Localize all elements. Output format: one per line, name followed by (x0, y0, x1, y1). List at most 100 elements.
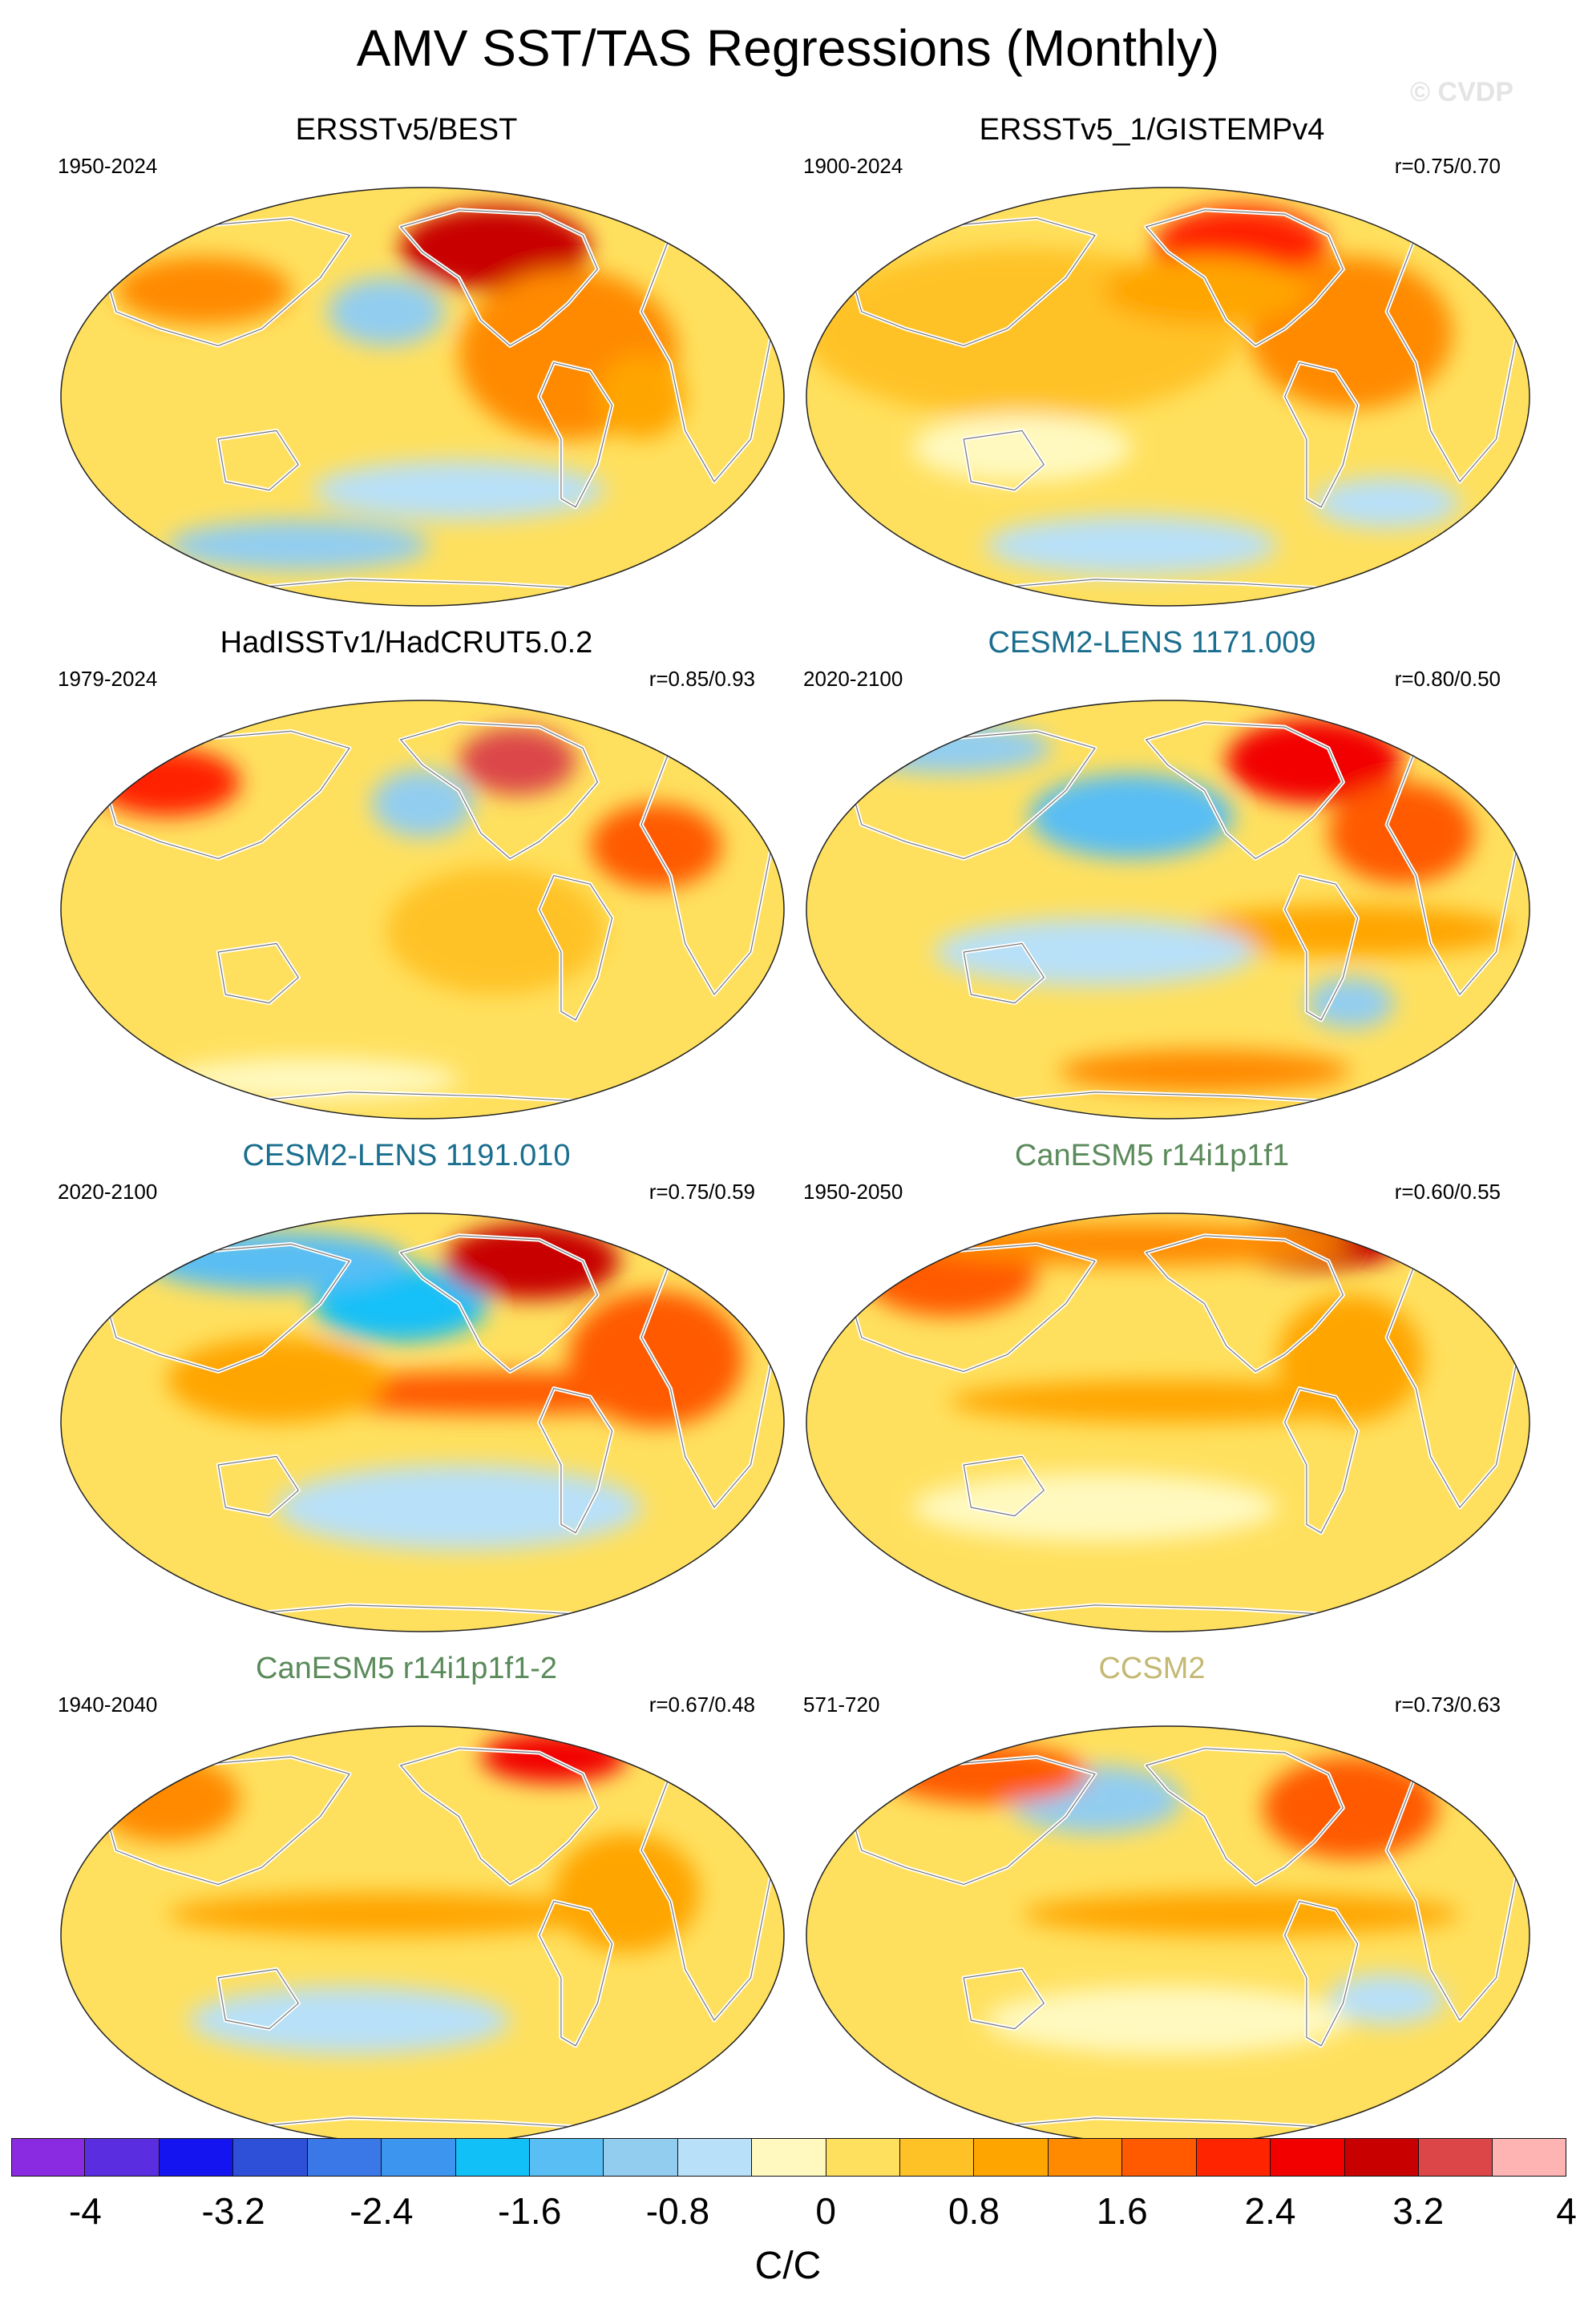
anomaly-blob (277, 1465, 641, 1550)
map-panel: CanESM5 r14i1p1f1 1950-2050 r=0.60/0.55 (779, 1138, 1530, 1651)
regression-map (60, 1725, 785, 2145)
colorbar-swatch (826, 2138, 901, 2177)
anomaly-blob (1102, 256, 1307, 325)
colorbar-swatch (159, 2138, 234, 2177)
anomaly-blob (934, 918, 1256, 986)
colorbar-tick-label: 0 (815, 2190, 836, 2232)
anomaly-blob (1328, 782, 1475, 885)
panel-title: CanESM5 r14i1p1f1 (1014, 1139, 1290, 1172)
coastline-inner (539, 1901, 613, 2047)
panel-pattern-correlation: r=0.85/0.93 (649, 667, 755, 691)
anomaly-blob (985, 515, 1278, 575)
coastline-inner (217, 1455, 299, 1517)
colorbar-swatch (677, 2138, 753, 2177)
anomaly-blob (167, 1893, 605, 1935)
panel-title: CanESM5 r14i1p1f1-2 (256, 1652, 557, 1685)
coastline-inner (847, 217, 1096, 346)
anomaly-blob (94, 1757, 240, 1842)
colorbar-swatch (604, 2138, 678, 2177)
coastline-inner (963, 1968, 1045, 2030)
anomaly-blob (145, 1231, 408, 1291)
colorbar-swatch (900, 2138, 975, 2177)
panel-title: CESM2-LENS 1191.010 (242, 1139, 571, 1172)
regression-map (806, 1725, 1530, 2145)
coastline-inner (539, 1388, 613, 1534)
map-panel: CESM2-LENS 1191.010 2020-2100 r=0.75/0.59 (34, 1138, 785, 1651)
colorbar-swatch (529, 2138, 604, 2177)
colorbar-swatch (1196, 2138, 1271, 2177)
anomaly-blob (912, 414, 1132, 482)
coastline-inner (1284, 1901, 1359, 2047)
coastline-inner (963, 430, 1045, 491)
anomaly-blob (1029, 773, 1234, 859)
colorbar-swatch (1344, 2138, 1420, 2177)
colorbar-swatch (1122, 2138, 1197, 2177)
regression-map (60, 1212, 785, 1632)
coastline-inner (217, 430, 299, 491)
anomaly-blob (1226, 718, 1402, 804)
colorbar-swatch (233, 2138, 308, 2177)
map-boundary (806, 1212, 1530, 1632)
panel-title: HadISSTv1/HadCRUT5.0.2 (220, 626, 593, 660)
coastline-inner (1146, 209, 1344, 346)
panel-title: CESM2-LENS 1171.009 (988, 626, 1316, 660)
panel-period: 2020-2100 (803, 667, 903, 691)
map-panel: ERSSTv5_1/GISTEMPv4 1900-2024 r=0.75/0.70 (779, 112, 1530, 625)
panel-period: 1979-2024 (58, 667, 158, 691)
colorbar-tick-label: -4 (68, 2190, 102, 2232)
colorbar-tick-label: -1.6 (498, 2190, 562, 2232)
coastline-inner (400, 1748, 598, 1885)
coastline-inner (217, 1968, 299, 2030)
regression-map (806, 187, 1530, 607)
anomaly-blob (1306, 977, 1395, 1029)
anomaly-blob (847, 722, 1052, 774)
colorbar-tick-label: 1.6 (1096, 2190, 1148, 2232)
map-boundary (60, 187, 785, 607)
coastline-inner (400, 209, 598, 346)
panel-period: 1900-2024 (803, 154, 903, 178)
coastline-inner (101, 1756, 350, 1885)
colorbar-swatch (974, 2138, 1049, 2177)
coastline-inner (101, 217, 350, 346)
coastline-inner (847, 1243, 1096, 1372)
panel-title: CCSM2 (1098, 1652, 1206, 1685)
panel-period: 1940-2040 (58, 1693, 158, 1717)
map-boundary (806, 700, 1530, 1120)
copyright-label: © CVDP (1410, 77, 1513, 107)
anomaly-blob (883, 1744, 1088, 1804)
map-panel: ERSSTv5/BEST 1950-2024 (34, 112, 785, 625)
coastline-inner (539, 362, 613, 508)
colorbar-tick-label: -2.4 (350, 2190, 414, 2232)
colorbar-tick-label: 2.4 (1244, 2190, 1296, 2232)
coastline-inner (847, 1756, 1096, 1885)
anomaly-blob (167, 1338, 386, 1422)
panel-pattern-correlation: r=0.75/0.59 (649, 1180, 755, 1204)
panel-period: 571-720 (803, 1693, 880, 1717)
colorbar-swatch (85, 2138, 160, 2177)
coastline-inner (1284, 875, 1359, 1021)
anomaly-blob (1058, 1049, 1351, 1092)
colorbar-swatch (382, 2138, 456, 2177)
colorbar-swatch (11, 2138, 86, 2177)
anomaly-blob (115, 256, 292, 325)
map-boundary (806, 187, 1530, 607)
coastline-inner (847, 730, 1096, 859)
anomaly-blob (985, 1986, 1351, 2055)
anomaly-blob (912, 1222, 1351, 1265)
colorbar-swatch (752, 2138, 826, 2177)
anomaly-blob (313, 460, 605, 520)
anomaly-blob (327, 277, 445, 346)
colorbar-swatch (1419, 2138, 1493, 2177)
colorbar-tick-label: 0.8 (948, 2190, 1000, 2232)
map-panel: CESM2-LENS 1171.009 2020-2100 r=0.80/0.50 (779, 625, 1530, 1138)
regression-map (806, 700, 1530, 1120)
coastline-inner (1146, 722, 1344, 859)
colorbar-swatch (1493, 2138, 1566, 2177)
colorbar-tick-label: -0.8 (645, 2190, 710, 2232)
anomaly-blob (188, 1986, 511, 2055)
map-panel: CanESM5 r14i1p1f1-2 1940-2040 r=0.67/0.48 (34, 1651, 785, 2164)
anomaly-blob (480, 1731, 627, 1783)
anomaly-blob (949, 1380, 1387, 1422)
colorbar (11, 2138, 1566, 2177)
colorbar-tick-label: 4 (1556, 2190, 1576, 2232)
